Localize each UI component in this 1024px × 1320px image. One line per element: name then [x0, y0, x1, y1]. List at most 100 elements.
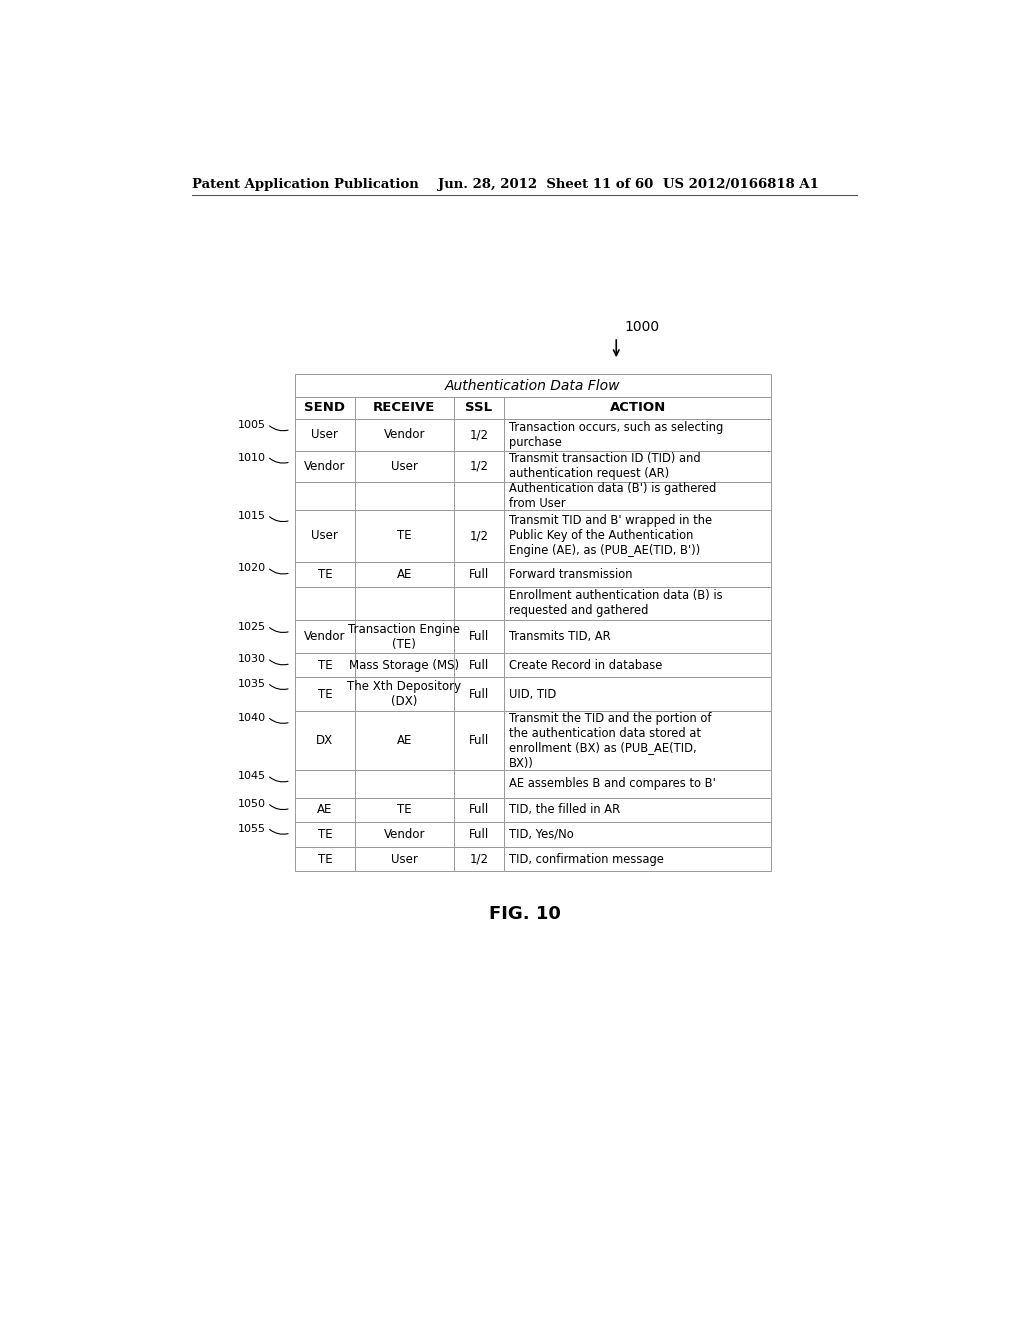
Text: TID, Yes/No: TID, Yes/No	[509, 828, 574, 841]
Bar	[295, 770, 355, 797]
Text: Transmit the TID and the portion of
the authentication data stored at
enrollment: Transmit the TID and the portion of the …	[509, 711, 712, 770]
Bar	[454, 711, 504, 770]
Text: Full: Full	[469, 659, 488, 672]
Bar	[454, 677, 504, 711]
Bar	[295, 677, 355, 711]
Bar	[454, 451, 504, 482]
Text: Mass Storage (MS): Mass Storage (MS)	[349, 659, 460, 672]
Text: DX: DX	[316, 734, 334, 747]
Bar	[295, 562, 355, 586]
Text: AE: AE	[396, 568, 412, 581]
Bar	[295, 822, 355, 847]
Bar	[295, 711, 355, 770]
Bar	[504, 482, 771, 510]
Text: Full: Full	[469, 804, 488, 816]
Text: SEND: SEND	[304, 401, 345, 414]
Text: US 2012/0166818 A1: US 2012/0166818 A1	[663, 178, 818, 191]
Bar	[504, 797, 771, 822]
Text: ACTION: ACTION	[609, 401, 666, 414]
Text: Enrollment authentication data (B) is
requested and gathered: Enrollment authentication data (B) is re…	[509, 590, 723, 618]
Text: UID, TID: UID, TID	[509, 688, 557, 701]
Bar	[504, 418, 771, 451]
Bar	[454, 562, 504, 586]
Text: TE: TE	[317, 828, 332, 841]
Text: Full: Full	[469, 734, 488, 747]
Text: 1015: 1015	[238, 511, 266, 521]
Bar	[295, 586, 355, 620]
Bar	[295, 374, 771, 397]
Bar	[504, 711, 771, 770]
Text: The Xth Depository
(DX): The Xth Depository (DX)	[347, 680, 462, 709]
Bar	[454, 418, 504, 451]
Text: SSL: SSL	[465, 401, 493, 414]
Bar	[454, 847, 504, 871]
Text: Full: Full	[469, 630, 488, 643]
Bar	[454, 586, 504, 620]
Bar	[355, 562, 454, 586]
Text: 1055: 1055	[238, 824, 266, 834]
Bar	[295, 482, 355, 510]
Bar	[295, 510, 355, 562]
Text: TE: TE	[317, 568, 332, 581]
Bar	[355, 847, 454, 871]
Bar	[504, 822, 771, 847]
Bar	[355, 797, 454, 822]
Text: 1040: 1040	[238, 713, 266, 723]
Bar	[454, 620, 504, 653]
Bar	[355, 822, 454, 847]
Bar	[454, 653, 504, 677]
Text: FIG. 10: FIG. 10	[488, 904, 561, 923]
Text: User: User	[311, 529, 338, 543]
Bar	[295, 418, 355, 451]
Bar	[454, 822, 504, 847]
Text: Transmit TID and B' wrapped in the
Public Key of the Authentication
Engine (AE),: Transmit TID and B' wrapped in the Publi…	[509, 515, 713, 557]
Bar	[295, 653, 355, 677]
Text: Vendor: Vendor	[304, 630, 346, 643]
Text: TID, the filled in AR: TID, the filled in AR	[509, 804, 621, 816]
Text: 1/2: 1/2	[469, 853, 488, 866]
Text: Forward transmission: Forward transmission	[509, 568, 633, 581]
Text: 1050: 1050	[238, 799, 266, 809]
Bar	[355, 482, 454, 510]
Bar	[454, 770, 504, 797]
Text: TE: TE	[317, 853, 332, 866]
Bar	[355, 451, 454, 482]
Text: TE: TE	[397, 529, 412, 543]
Bar	[504, 586, 771, 620]
Bar	[355, 510, 454, 562]
Bar	[355, 620, 454, 653]
Bar	[295, 397, 355, 418]
Bar	[295, 451, 355, 482]
Text: Jun. 28, 2012  Sheet 11 of 60: Jun. 28, 2012 Sheet 11 of 60	[438, 178, 653, 191]
Text: Create Record in database: Create Record in database	[509, 659, 663, 672]
Bar	[454, 510, 504, 562]
Bar	[504, 397, 771, 418]
Bar	[504, 847, 771, 871]
Text: 1045: 1045	[238, 771, 266, 781]
Bar	[355, 770, 454, 797]
Text: AE assembles B and compares to B': AE assembles B and compares to B'	[509, 777, 716, 791]
Bar	[295, 847, 355, 871]
Bar	[355, 586, 454, 620]
Text: 1020: 1020	[238, 564, 266, 573]
Bar	[295, 620, 355, 653]
Bar	[355, 418, 454, 451]
Text: 1/2: 1/2	[469, 428, 488, 441]
Text: Full: Full	[469, 568, 488, 581]
Text: Authentication Data Flow: Authentication Data Flow	[445, 379, 621, 392]
Text: Transaction occurs, such as selecting
purchase: Transaction occurs, such as selecting pu…	[509, 421, 724, 449]
Bar	[504, 770, 771, 797]
Text: 1/2: 1/2	[469, 459, 488, 473]
Bar	[454, 482, 504, 510]
Text: TID, confirmation message: TID, confirmation message	[509, 853, 665, 866]
Text: User: User	[311, 428, 338, 441]
Text: Vendor: Vendor	[384, 428, 425, 441]
Text: TE: TE	[397, 804, 412, 816]
Bar	[504, 620, 771, 653]
Text: User: User	[391, 853, 418, 866]
Bar	[355, 397, 454, 418]
Text: RECEIVE: RECEIVE	[373, 401, 435, 414]
Text: 1000: 1000	[624, 319, 659, 334]
Text: Patent Application Publication: Patent Application Publication	[193, 178, 419, 191]
Text: User: User	[391, 459, 418, 473]
